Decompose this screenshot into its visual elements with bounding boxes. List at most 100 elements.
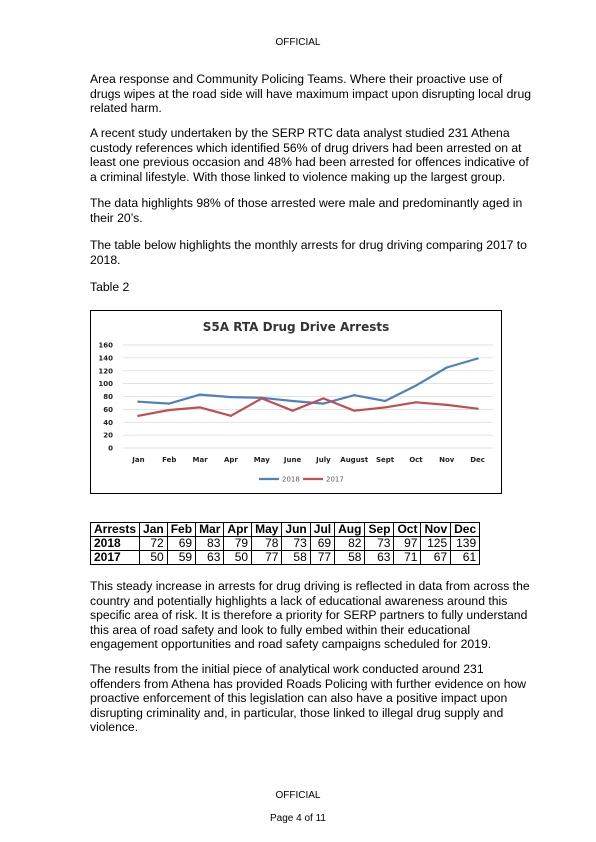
table-header-cell: Arrests [89,522,141,537]
data-point-2017 [445,403,448,406]
data-point-2018 [476,357,479,360]
table-cell: 79 [223,536,253,551]
table-row: 2017 50 59 63 50 77 58 77 58 63 71 67 61 [89,550,481,565]
table-cell: 61 [450,550,481,565]
table-cell: 58 [281,550,311,565]
table-cell: 72 [139,536,168,551]
table-header-cell: Nov [420,522,452,537]
table-header-cell: Feb [166,522,197,537]
table-header-cell: Sep [364,522,395,537]
data-point-2017 [260,397,263,400]
chart-canvas: S5A RTA Drug Drive Arrests 0 20 40 60 80 100 1… [98,320,493,484]
data-point-2018 [383,399,387,403]
table-cell: 71 [393,550,422,565]
data-point-2018 [353,394,356,397]
data-point-2018 [229,396,233,399]
x-tick-label: Oct [409,456,423,464]
paragraph-6: The results from the initial piece of an… [90,662,527,735]
x-tick-label: August [340,456,369,464]
y-tick-label: 60 [103,406,113,414]
data-point-2018 [445,366,448,369]
y-tick-label: 100 [98,380,113,388]
table-header-row: Arrests Jan Feb Mar Apr May Jun Jul Aug Sep Oct Nov… [89,522,481,537]
paragraph-5: This steady increase in arrests for drug… [90,579,530,652]
data-point-2018 [291,399,294,403]
table-cell: 63 [195,550,225,565]
table-cell: 69 [166,536,197,551]
data-point-2017 [383,406,387,409]
x-tick-label: Nov [439,456,455,464]
protective-marking-footer: OFFICIAL [275,790,321,801]
data-point-2018 [137,400,140,403]
x-tick-label: Sept [376,456,395,464]
data-point-2017 [353,409,356,412]
table-header-cell: Dec [450,522,481,537]
table-header-cell: Oct [393,522,422,537]
x-tick-label: June [283,456,302,464]
table-cell: 77 [309,550,336,565]
table-cell: 82 [334,536,366,551]
chart-series [137,357,479,417]
x-tick-label: Apr [224,456,238,464]
chart-title: S5A RTA Drug Drive Arrests [203,320,389,334]
table-row: 2018 72 69 83 79 78 73 69 82 73 97 125 139 [89,536,481,551]
table-cell: 78 [251,536,283,551]
data-point-2017 [476,407,479,410]
table-cell: 59 [166,550,197,565]
table-row-label: 2017 [89,550,141,565]
line-chart: S5A RTA Drug Drive Arrests 0 20 40 60 80 100 1… [90,310,502,494]
paragraph-1: Area response and Community Policing Tea… [90,72,531,116]
table-cell: 67 [420,550,452,565]
x-tick-label: Jan [131,456,144,464]
x-tick-label: Mar [193,456,209,464]
series-line-2017 [137,397,479,417]
table-cell: 73 [281,536,311,551]
y-axis-ticks: 0 20 40 60 80 100 120 140 160 [98,342,113,453]
table-cell: 58 [334,550,366,565]
table-cell: 83 [195,536,225,551]
y-tick-label: 80 [103,393,113,401]
legend-label: 2017 [326,476,344,484]
table-row-label: 2018 [89,536,141,551]
data-point-2017 [229,414,233,417]
data-point-2017 [322,397,325,400]
data-point-2017 [198,406,202,409]
table-cell: 77 [251,550,283,565]
table-header-cell: Aug [334,522,366,537]
table-header-cell: Jan [139,522,168,537]
table-cell: 50 [139,550,168,565]
data-point-2018 [198,393,202,396]
x-tick-label: Dec [470,456,485,464]
y-tick-label: 20 [103,432,113,440]
legend-label: 2018 [282,476,300,484]
paragraph-3: The data highlights 98% of those arreste… [90,196,523,225]
data-point-2018 [168,402,171,405]
data-point-2017 [414,401,418,404]
x-tick-label: Feb [162,456,176,464]
table-header-cell: Jul [309,522,336,537]
table-cell: 125 [420,536,452,551]
table-header-cell: Mar [195,522,225,537]
y-tick-label: 140 [98,354,113,362]
table-cell: 63 [364,550,395,565]
chart-legend: 2018 2017 [259,476,344,484]
table-header-cell: May [251,522,283,537]
y-tick-label: 0 [108,445,113,453]
x-tick-label: May [254,456,270,464]
protective-marking-header: OFFICIAL [275,37,321,48]
table-cell: 69 [309,536,336,551]
x-tick-label: July [315,456,331,464]
table-cell: 50 [223,550,253,565]
data-point-2017 [168,408,171,412]
table-cell: 73 [364,536,395,551]
table-header-cell: Jun [281,522,311,537]
chart-gridlines [123,344,493,449]
x-axis-ticks: Jan Feb Mar Apr May June July August Sept Oct Nov D… [131,456,485,464]
data-point-2017 [137,414,140,417]
table-cell: 97 [393,536,422,551]
data-point-2017 [291,409,294,412]
paragraph-2: A recent study undertaken by the SERP RT… [90,126,529,184]
y-tick-label: 160 [98,342,113,350]
page-number: Page 4 of 11 [270,813,326,824]
paragraph-4: The table below highlights the monthly a… [90,238,527,267]
